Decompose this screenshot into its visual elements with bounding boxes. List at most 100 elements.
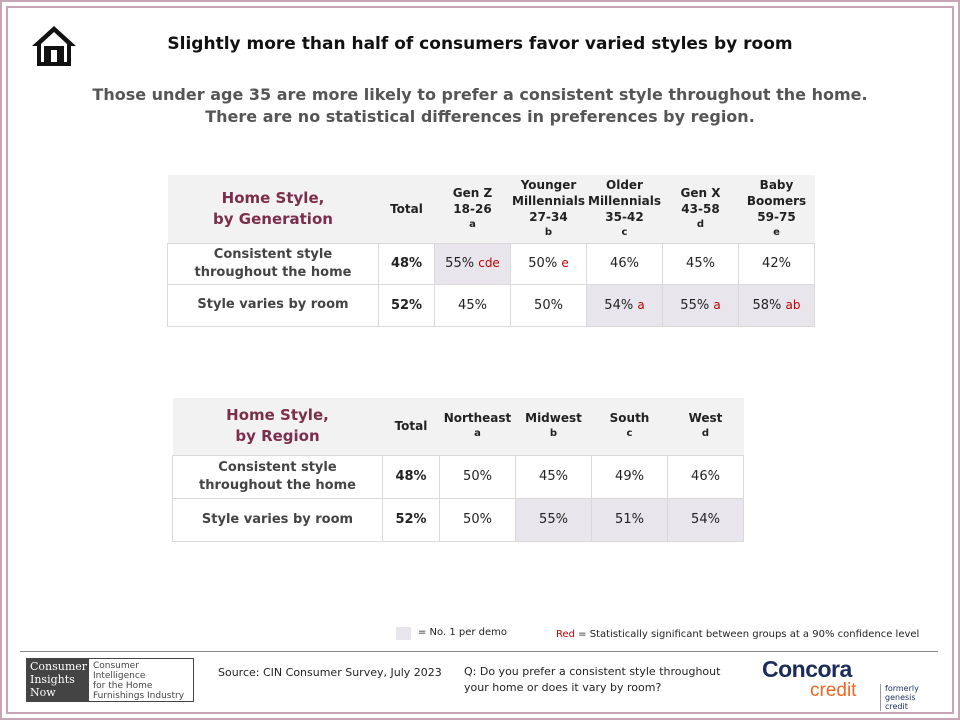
data-cell: 54% (667, 497, 744, 542)
column-letter: a (469, 218, 476, 230)
cin-tagline-line: for the Home (93, 681, 153, 691)
data-cell: 55% a (662, 283, 739, 327)
column-header-northeast: Northeast a (439, 398, 516, 455)
concora-brand: Concora (762, 656, 852, 682)
cin-tagline: Consumer Intelligence for the Home Furni… (93, 661, 191, 701)
source-note: Source: CIN Consumer Survey, July 2023 (218, 666, 442, 679)
data-cell: 54% a (586, 283, 663, 327)
column-header-line: Midwest (525, 411, 582, 426)
column-header-total: Total (382, 398, 440, 455)
column-letter: c (626, 428, 633, 440)
column-header-line: Younger (520, 177, 577, 192)
cin-logo-line: Insights (30, 673, 75, 686)
row-label: Consistent style throughout the home (172, 454, 383, 499)
cell-value: 55% (680, 297, 710, 313)
column-header-line: Gen Z (452, 185, 493, 200)
house-icon (32, 26, 76, 66)
column-header-younger-millennials: Younger Millennials 27-34 b (510, 175, 587, 243)
column-letter: d (696, 218, 705, 230)
column-header-total: Total (378, 175, 435, 243)
shade-legend-text: = No. 1 per demo (418, 627, 508, 638)
significance-marker: ab (785, 297, 801, 312)
total-cell: 52% (378, 283, 435, 327)
cell-value: 55% (445, 256, 475, 271)
column-header-line: 27-34 (529, 209, 568, 224)
column-header-midwest: Midwest b (515, 398, 592, 455)
row-label-line: Style varies by room (197, 297, 349, 312)
row-label-line: Style varies by room (201, 511, 354, 527)
significance-marker: cde (478, 256, 500, 270)
data-cell: 55% cde (434, 242, 511, 285)
column-header-west: West d (667, 398, 744, 455)
column-header-line: 43-58 (681, 201, 720, 216)
cin-tagline-line: Furnishings Industry (93, 691, 185, 701)
significance-marker: e (561, 256, 569, 270)
cell-value: 54% (604, 297, 634, 313)
row-label: Consistent style throughout the home (167, 242, 379, 285)
column-header-gen-x: Gen X 43-58 d (662, 175, 739, 243)
column-header-line: Millennials (588, 193, 661, 208)
cin-logo-line: Consumer (30, 660, 88, 673)
table-title-line: Home Style, (226, 406, 329, 425)
table-title-line: Home Style, (221, 188, 325, 207)
table-row: Consistent style throughout the home 48%… (172, 454, 744, 499)
data-cell: 55% (515, 497, 592, 542)
table-row: Style varies by room 52% 45% 50% 54% a 5… (167, 283, 815, 327)
row-label-line: throughout the home (199, 477, 356, 493)
total-cell: 48% (378, 242, 435, 285)
significance-marker: a (713, 297, 721, 312)
concora-formerly-line: genesis credit (885, 693, 916, 711)
total-cell: 52% (382, 497, 440, 542)
column-letter: a (474, 428, 481, 440)
cell-value: 58% (752, 297, 782, 313)
data-cell: 46% (586, 242, 663, 285)
column-letter: b (549, 428, 558, 440)
data-cell: 45% (434, 283, 511, 327)
data-cell: 45% (515, 454, 592, 499)
significance-marker: a (637, 297, 645, 312)
column-letter: b (544, 226, 553, 238)
table-title: Home Style, by Generation (167, 175, 379, 243)
significance-legend: Red = Statistically significant between … (556, 629, 919, 640)
cin-logo-line: Now (30, 686, 56, 699)
row-label-line: Consistent style (218, 459, 337, 475)
shade-legend-swatch (396, 627, 411, 640)
data-cell: 50% (439, 497, 516, 542)
concora-formerly: formerly genesis credit (880, 684, 940, 711)
row-label: Style varies by room (172, 497, 383, 542)
data-cell: 49% (591, 454, 668, 499)
data-cell: 51% (591, 497, 668, 542)
data-cell: 42% (738, 242, 815, 285)
column-header-line: 35-42 (605, 209, 644, 224)
column-header-line: 18-26 (453, 201, 492, 216)
data-cell: 50% e (510, 242, 587, 285)
footer-divider (20, 651, 938, 652)
column-header-line: Millennials (512, 193, 585, 208)
cell-value: 50% (528, 256, 558, 271)
concora-logo: Concora credit formerly genesis credit (760, 656, 940, 711)
concora-formerly-line: formerly (885, 684, 919, 693)
region-table: Home Style, by Region Total Northeast a … (172, 398, 744, 542)
generation-table: Home Style, by Generation Total Gen Z 18… (167, 175, 815, 327)
table-title-line: by Region (235, 427, 320, 446)
cin-logo: Consumer Insights Now Consumer Intellige… (26, 658, 194, 702)
data-cell: 58% ab (738, 283, 815, 327)
table-row: Consistent style throughout the home 48%… (167, 242, 815, 285)
concora-credit: credit (810, 680, 857, 701)
data-cell: 46% (667, 454, 744, 499)
table-title: Home Style, by Region (172, 398, 383, 455)
column-letter: c (621, 226, 628, 238)
data-cell: 50% (439, 454, 516, 499)
cell-value: 46% (610, 256, 639, 271)
slide-subtitle: Those under age 35 are more likely to pr… (60, 84, 900, 128)
column-header-gen-z: Gen Z 18-26 a (434, 175, 511, 243)
survey-question-line: Q: Do you prefer a consistent style thro… (464, 665, 721, 678)
column-letter: e (773, 226, 780, 238)
cin-logo-mark: Consumer Insights Now (27, 659, 89, 701)
cell-value: 45% (458, 297, 487, 313)
row-label-line: throughout the home (194, 264, 352, 280)
survey-question-line: your home or does it vary by room? (464, 681, 662, 694)
column-header-baby-boomers: Baby Boomers 59-75 e (738, 175, 815, 243)
data-cell: 50% (510, 283, 587, 327)
